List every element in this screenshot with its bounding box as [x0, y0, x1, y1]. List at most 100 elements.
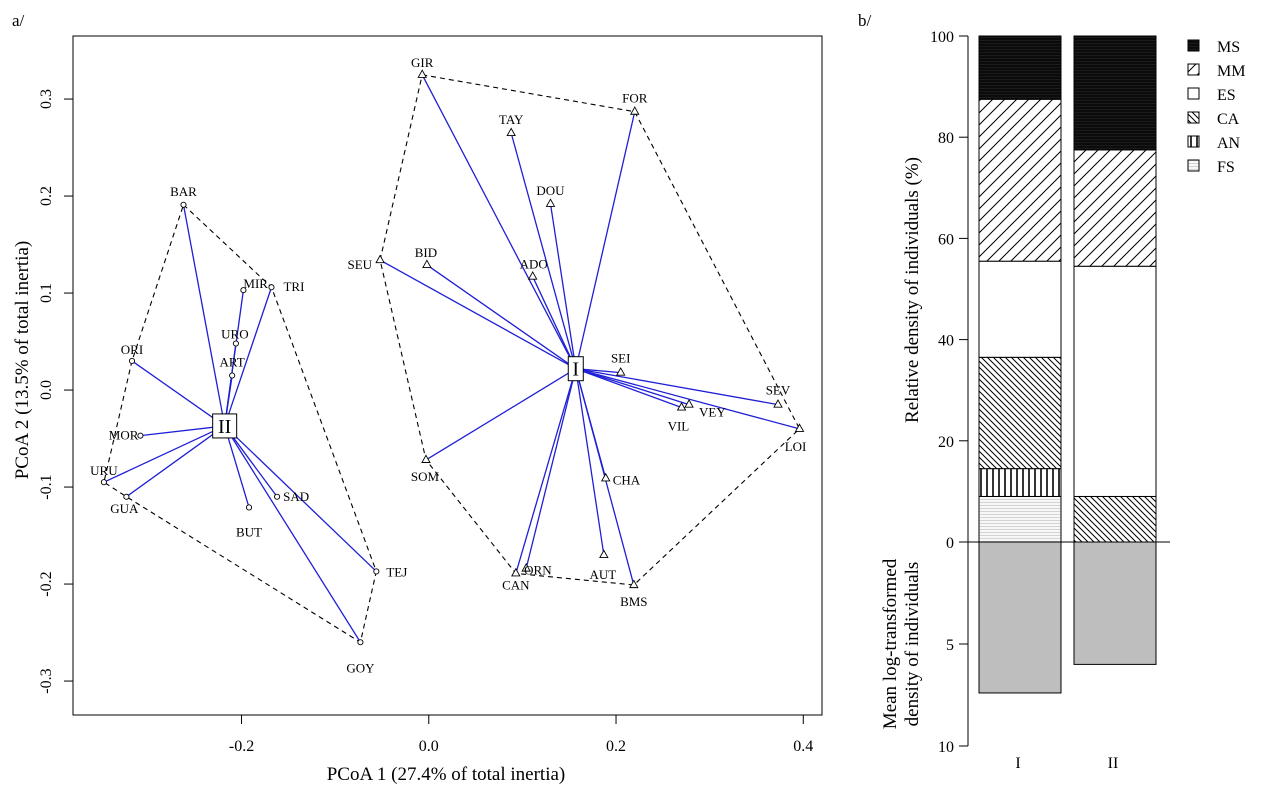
site-point-mor: [137, 432, 144, 439]
site-point-tej: [373, 568, 380, 575]
spoke-uru: [103, 425, 225, 483]
site-point-gua: [123, 493, 130, 500]
group-centroids: III: [212, 356, 584, 439]
bar-segment-ms-ii: [1073, 35, 1157, 151]
site-point-sev: [773, 399, 783, 408]
legend-label-mm: MM: [1217, 63, 1245, 80]
hull-group-I: [379, 74, 801, 586]
y-tick-label: 0.2: [38, 186, 55, 206]
relative-tick-label: 80: [938, 130, 954, 147]
site-point-mir: [240, 287, 247, 294]
site-label-tri: TRI: [283, 279, 304, 294]
relative-tick-label: 40: [938, 333, 954, 350]
site-label-uro: URO: [221, 326, 248, 341]
site-label-loi: LOI: [785, 439, 807, 454]
site-point-cha: [600, 472, 611, 482]
site-point-vey: [684, 399, 694, 408]
pcoa-plot-frame: [72, 35, 823, 716]
legend-swatch-fs: [1187, 159, 1200, 172]
site-label-but: BUT: [236, 524, 262, 539]
log-tick-label: 10: [938, 739, 954, 756]
pcoa-y-axis-title: PCoA 2 (13.5% of total inertia): [12, 241, 33, 480]
legend-label-es: ES: [1217, 87, 1236, 104]
site-point-bar: [180, 201, 187, 208]
x-tick-label: 0.4: [793, 738, 813, 755]
legend-swatch-es: [1187, 87, 1200, 100]
centroid-box-II: [212, 413, 238, 439]
site-label-bar: BAR: [170, 184, 197, 199]
site-point-uru: [100, 479, 107, 486]
legend-label-an: AN: [1217, 135, 1241, 152]
site-label-sei: SEI: [611, 351, 631, 366]
log-density-bars: [978, 541, 1157, 694]
site-label-sev: SEV: [766, 383, 791, 398]
spoke-sev: [575, 368, 779, 406]
site-point-uro: [232, 340, 239, 347]
site-label-dou: DOU: [536, 183, 565, 198]
site-point-sei: [615, 367, 626, 376]
site-point-ori: [128, 357, 136, 365]
spoke-ado: [532, 276, 577, 369]
pcoa-x-axis: -0.2 0.0 0.2 0.4: [229, 715, 813, 755]
pcoa-y-axis: -0.3 -0.2 -0.1 0.0 0.1 0.2 0.3: [38, 89, 73, 694]
y-tick-label: -0.2: [38, 571, 55, 596]
legend-label-fs: FS: [1217, 159, 1235, 176]
site-point-aut: [599, 549, 609, 558]
centroid-label-II: II: [218, 416, 231, 438]
site-point-sad: [274, 493, 281, 500]
relative-tick-label: 20: [938, 434, 954, 451]
site-label-bms: BMS: [620, 594, 647, 609]
relative-tick-label: 100: [930, 29, 954, 46]
site-label-vey: VEY: [699, 405, 726, 420]
spoke-loi: [575, 368, 800, 430]
y-tick-label: -0.3: [38, 668, 55, 693]
y-tick-label: 0.1: [38, 283, 55, 303]
site-point-loi: [794, 423, 805, 432]
legend: MS MM ES CA AN FS: [1187, 39, 1245, 176]
site-point-dou: [545, 198, 556, 207]
log-density-axis-title-line2: density of individuals: [902, 562, 923, 727]
site-point-bid: [422, 259, 432, 268]
bar-segment-mm-ii: [1073, 149, 1157, 267]
spoke-for: [575, 111, 636, 369]
site-point-can: [511, 567, 521, 577]
x-tick-label: 0.2: [606, 738, 626, 755]
site-point-orn: [521, 563, 531, 572]
panel-b-label: b/: [858, 11, 872, 30]
site-label-gir: GIR: [411, 55, 434, 70]
y-tick-label: 0.0: [38, 380, 55, 400]
log-density-bar-i: [978, 541, 1062, 694]
spoke-tay: [510, 132, 577, 369]
spoke-gir: [421, 74, 577, 370]
site-label-orn: ORN: [524, 563, 552, 578]
site-point-som: [421, 454, 431, 463]
x-tick-label: 0.0: [419, 738, 439, 755]
relative-tick-label: 60: [938, 231, 954, 248]
site-label-som: SOM: [411, 469, 440, 484]
legend-swatch-ms: [1187, 39, 1200, 52]
log-density-bar-ii: [1073, 541, 1157, 665]
spoke-dou: [549, 203, 577, 369]
site-label-cha: CHA: [613, 472, 641, 487]
site-label-mor: MOR: [109, 428, 139, 443]
spoke-tri: [224, 287, 273, 427]
legend-label-ca: CA: [1217, 111, 1240, 128]
relative-density-axis-title: Relative density of individuals (%): [902, 157, 923, 423]
site-label-tay: TAY: [499, 112, 524, 127]
site-label-aut: AUT: [589, 567, 616, 582]
site-point-tri: [268, 284, 275, 291]
site-label-uru: URU: [90, 463, 118, 478]
site-point-bms: [629, 579, 639, 589]
log-density-axis-title-line1: Mean log-transformed: [880, 558, 901, 729]
legend-label-ms: MS: [1217, 39, 1240, 56]
bar-segment-mm-i: [978, 98, 1062, 262]
y-tick-label: 0.3: [38, 89, 55, 109]
site-point-ado: [527, 271, 538, 280]
density-y-axis: 20 40 60 80 100 0 5 10: [930, 29, 969, 756]
stacked-bars: [966, 35, 1170, 543]
site-label-sad: SAD: [283, 489, 309, 504]
spoke-goy: [224, 425, 361, 643]
centroid-box-I: [567, 356, 584, 382]
